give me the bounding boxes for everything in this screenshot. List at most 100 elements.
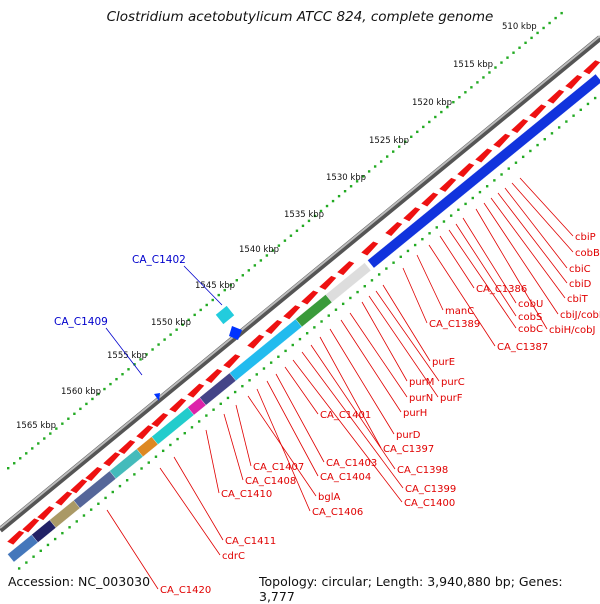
inner-dot — [493, 179, 496, 182]
scale-dot — [458, 96, 461, 99]
scale-dot — [391, 150, 395, 153]
scale-dot — [211, 298, 214, 302]
inner-dotted-track — [17, 96, 597, 570]
scale-dot — [157, 343, 160, 346]
inner-dot — [183, 432, 186, 435]
scale-dot — [500, 61, 503, 64]
leader-line — [455, 223, 517, 317]
scale-dot — [385, 155, 389, 158]
map-title: Clostridium acetobutylicum ATCC 824, com… — [106, 9, 494, 25]
accession-text: Accession: NC_003030 — [8, 574, 151, 589]
scale-dot — [319, 209, 323, 213]
gene-arrow — [529, 104, 547, 119]
kbp-label: 1565 kbp — [16, 421, 56, 431]
inner-dot — [226, 396, 230, 400]
inner-dot — [457, 208, 460, 211]
scale-dot — [169, 333, 172, 336]
gene-label: manC — [445, 306, 474, 317]
inner-dot — [190, 426, 194, 429]
scale-dot — [295, 229, 299, 232]
inner-dot — [370, 279, 374, 282]
scale-dot — [367, 170, 371, 173]
inner-dot — [507, 167, 510, 170]
scale-dot — [265, 254, 269, 257]
gene-label: purE — [432, 357, 455, 368]
scale-dot — [271, 249, 275, 252]
leader-line — [275, 373, 325, 463]
leader-line — [428, 244, 496, 347]
scale-dot — [97, 392, 100, 396]
gene-label: purH — [403, 408, 427, 419]
gene-label: cobC — [518, 324, 543, 335]
leader-line — [266, 380, 319, 477]
gene-labels: cbiP cobB cbiC cbiD cbiT cbiJ/cobK cbiH/cobJ co… — [54, 232, 600, 596]
scale-dot — [548, 21, 551, 25]
scale-dot — [355, 180, 359, 183]
kbp-label: 1540 kbp — [239, 245, 279, 255]
scale-dot — [55, 427, 58, 430]
gene-arrow — [457, 163, 475, 178]
inner-dot — [53, 537, 57, 541]
gene-arrow — [361, 241, 379, 256]
inner-dot — [406, 249, 410, 253]
gene-arrow — [493, 133, 511, 148]
scale-dot — [193, 313, 196, 317]
inner-dot — [449, 214, 453, 217]
inner-dot — [305, 332, 309, 335]
inner-dot — [313, 326, 316, 329]
inner-dot — [17, 567, 21, 570]
gene-arrow — [7, 530, 25, 545]
gene-arrow — [169, 398, 187, 413]
gene-block — [295, 294, 333, 328]
scale-dot — [488, 71, 491, 74]
scale-dot — [446, 105, 449, 109]
gene-label: cobS — [518, 312, 542, 323]
gene-block — [199, 372, 237, 406]
scale-dot — [524, 41, 527, 45]
scale-dot — [31, 447, 34, 450]
ca-c1402-arrow — [229, 326, 242, 340]
inner-dot — [241, 384, 244, 388]
kbp-label: 510 kbp — [502, 22, 537, 32]
leader-line — [106, 509, 159, 590]
inner-dot — [536, 143, 539, 147]
inner-dot — [399, 255, 402, 259]
inner-dot — [471, 196, 474, 200]
inner-dot — [334, 308, 338, 311]
scale-dot — [7, 467, 10, 470]
gene-arrow — [265, 319, 283, 334]
leader-line — [448, 229, 517, 329]
scale-dot — [361, 175, 365, 178]
gene-arrow — [547, 89, 565, 104]
gene-arrow — [319, 275, 337, 290]
leader-line — [497, 192, 568, 284]
inner-dot — [327, 314, 330, 317]
gene-arrow — [421, 192, 439, 207]
inner-dot — [464, 202, 467, 206]
scale-dot — [404, 140, 407, 143]
inner-dot — [557, 126, 561, 129]
inner-dot — [529, 149, 532, 153]
leader-line — [247, 395, 317, 497]
inner-dot — [269, 361, 273, 364]
scale-dot — [19, 457, 22, 460]
leader-line — [375, 290, 440, 382]
gene-arrow — [565, 74, 583, 89]
gene-label: cobB — [575, 248, 600, 259]
scale-dot — [43, 437, 46, 440]
leader-line — [382, 284, 431, 362]
gene-arrow — [85, 466, 103, 481]
inner-dot — [82, 514, 86, 517]
inner-dot — [349, 296, 352, 300]
scale-dot — [103, 387, 106, 391]
inner-dot — [125, 479, 129, 482]
scale-dot — [289, 234, 293, 237]
inner-dot — [169, 443, 172, 447]
gene-label: CA_C1397 — [383, 444, 434, 455]
gene-block — [367, 73, 600, 269]
scale-dot — [379, 160, 383, 163]
leader-line — [340, 319, 402, 413]
scale-dot — [181, 323, 184, 326]
scale-dot — [337, 194, 341, 198]
gene-label: cbiH/cobJ — [549, 325, 595, 336]
